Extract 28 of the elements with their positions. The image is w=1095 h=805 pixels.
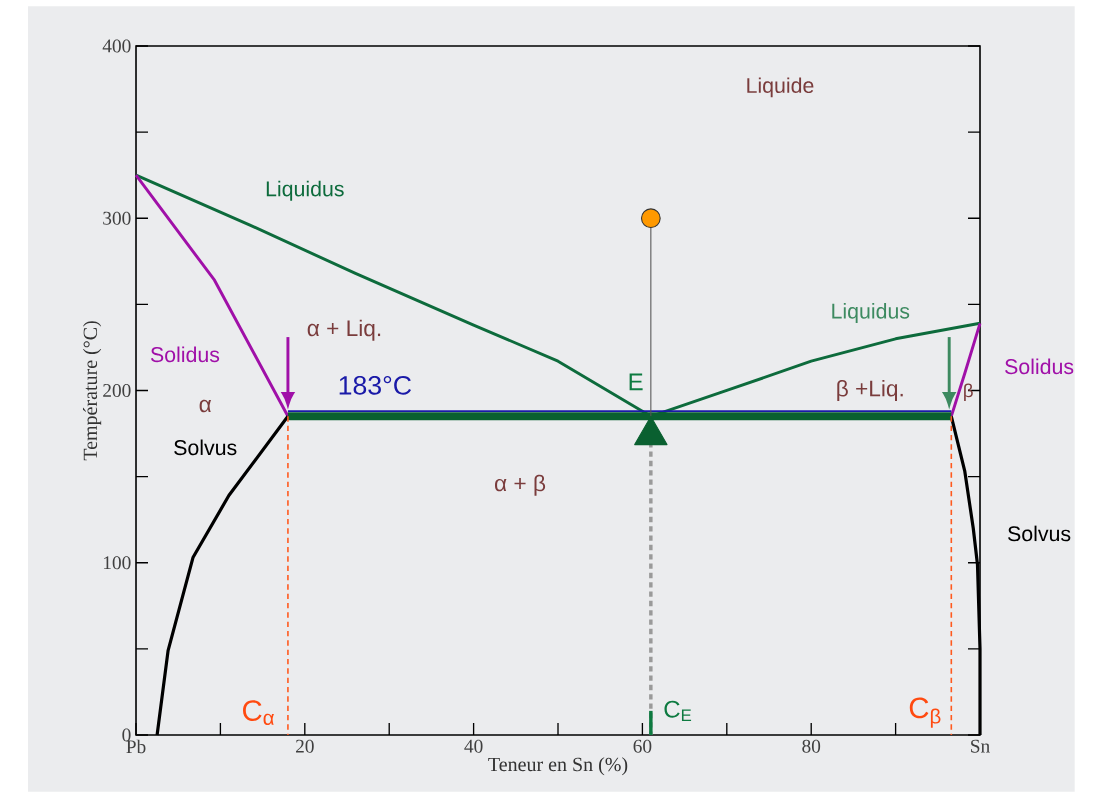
y-tick-label: 300: [103, 211, 131, 225]
y-tick-label: 100: [103, 556, 131, 570]
x-tick-label: 40: [464, 739, 483, 753]
y-axis-title: Température (°C): [82, 321, 102, 461]
annotation: β +Liq.: [837, 379, 903, 402]
x-tick-label: 60: [633, 739, 652, 753]
annotation: 183°C: [339, 375, 412, 395]
annotation: Solvus: [174, 439, 237, 456]
annotation: Liquide: [747, 77, 814, 98]
annotation: Solidus: [150, 346, 220, 363]
text: Solvus: [1008, 525, 1071, 542]
annotation: α: [199, 399, 212, 413]
annotation: Liquidus: [832, 303, 910, 323]
x-tick-label: Sn: [971, 739, 990, 753]
x-tick-label: 80: [802, 739, 821, 753]
x-tick-label: 20: [296, 739, 314, 753]
x-axis-title: Teneur en Sn (%): [488, 757, 628, 776]
annotation: β: [964, 383, 973, 401]
annotation: α + β: [495, 474, 546, 496]
annotation: C$_{β}$: [909, 697, 941, 728]
y-tick-label: 400: [102, 39, 131, 53]
annotation: C$_{E}$: [664, 700, 692, 722]
annotation: C$_{α}$: [243, 700, 274, 726]
annotation: α + Liq.: [307, 319, 381, 341]
annotation: Liquidus: [266, 180, 344, 201]
annotation: E: [629, 373, 643, 391]
text: Solidus: [1005, 358, 1074, 375]
y-tick-label: 200: [103, 383, 131, 398]
